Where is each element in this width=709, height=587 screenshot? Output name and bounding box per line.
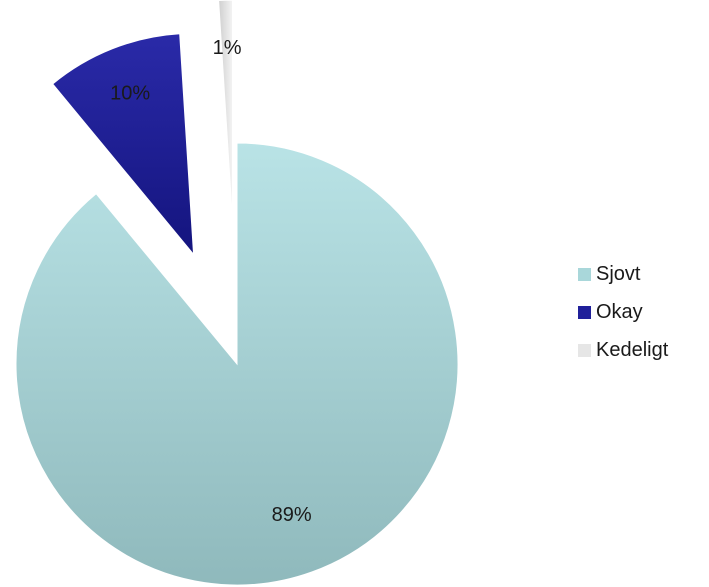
legend-label-sjovt: Sjovt	[596, 262, 641, 285]
data-label-sjovt: 89%	[272, 504, 312, 526]
legend-item-kedeligt: Kedeligt	[578, 331, 668, 369]
legend-label-okay: Okay	[596, 300, 643, 323]
legend-item-sjovt: Sjovt	[578, 255, 668, 293]
legend: Sjovt Okay Kedeligt	[578, 255, 668, 369]
legend-label-kedeligt: Kedeligt	[596, 338, 669, 361]
legend-item-okay: Okay	[578, 293, 668, 331]
legend-swatch-sjovt	[578, 267, 591, 281]
pie-slice-sjovt	[15, 142, 459, 586]
legend-swatch-kedeligt	[578, 343, 591, 357]
data-label-okay: 10%	[110, 82, 150, 104]
pie-slice-okay	[51, 33, 195, 256]
data-label-kedeligt: 1%	[213, 37, 242, 59]
legend-swatch-okay	[578, 305, 591, 319]
pie-slice-kedeligt	[218, 0, 234, 222]
